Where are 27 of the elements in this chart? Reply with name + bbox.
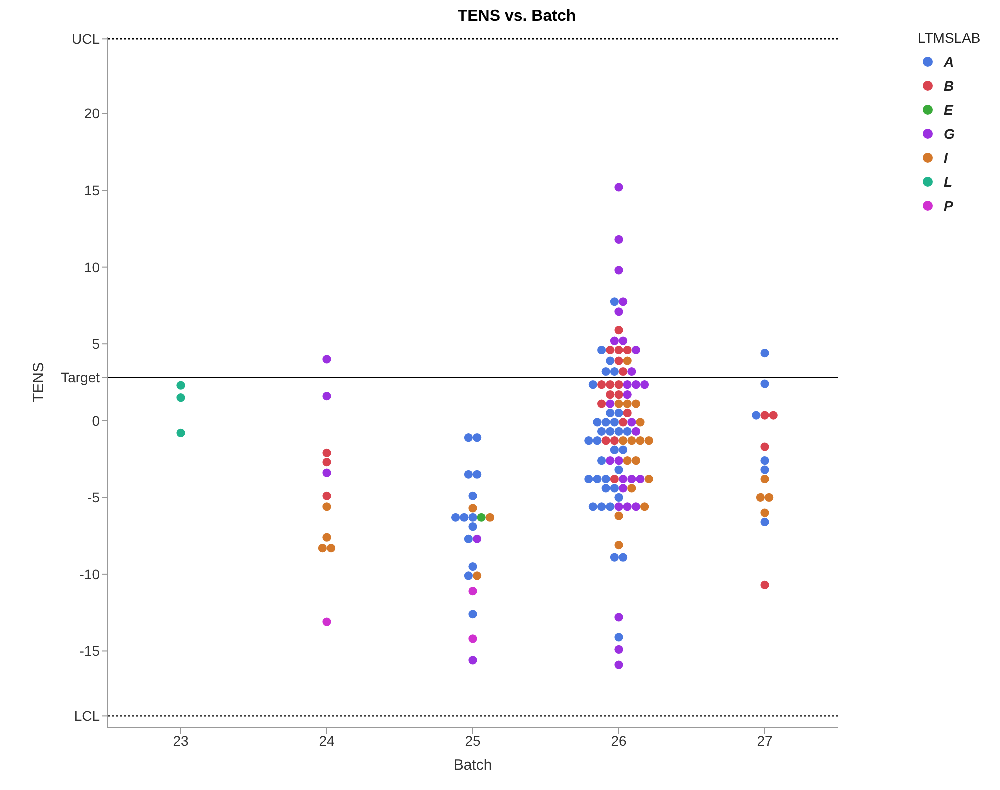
y-tick-label: -5 (88, 490, 100, 506)
legend-label: G (944, 126, 955, 142)
y-tick-label: UCL (72, 31, 100, 48)
y-tick-label: 10 (84, 259, 100, 276)
y-tick-label: -15 (80, 643, 100, 660)
x-axis-title: Batch (454, 757, 492, 774)
legend-label: A (944, 54, 954, 70)
x-tick-label: 24 (319, 732, 335, 749)
x-tick-label: 26 (611, 732, 627, 749)
y-tick-label: 5 (92, 336, 100, 352)
legend-label: L (944, 174, 953, 190)
legend-label: B (944, 78, 954, 94)
y-tick-label: 20 (84, 106, 100, 122)
y-tick-label: -10 (80, 566, 100, 582)
legend-label: E (944, 102, 954, 118)
y-tick-label: 0 (92, 412, 100, 429)
x-tick-label: 25 (465, 732, 481, 749)
legend-label: I (944, 150, 948, 166)
x-tick-label: 23 (173, 732, 189, 749)
y-tick-label: LCL (74, 708, 100, 724)
y-axis-title: TENS (30, 362, 48, 403)
chart-title: TENS vs. Batch (456, 8, 578, 26)
legend-label: P (944, 198, 954, 214)
legend-title: LTMSLAB (918, 30, 982, 46)
x-tick-label: 27 (757, 732, 773, 749)
y-tick-label: 15 (84, 182, 100, 199)
y-tick-label: Target (61, 370, 100, 386)
